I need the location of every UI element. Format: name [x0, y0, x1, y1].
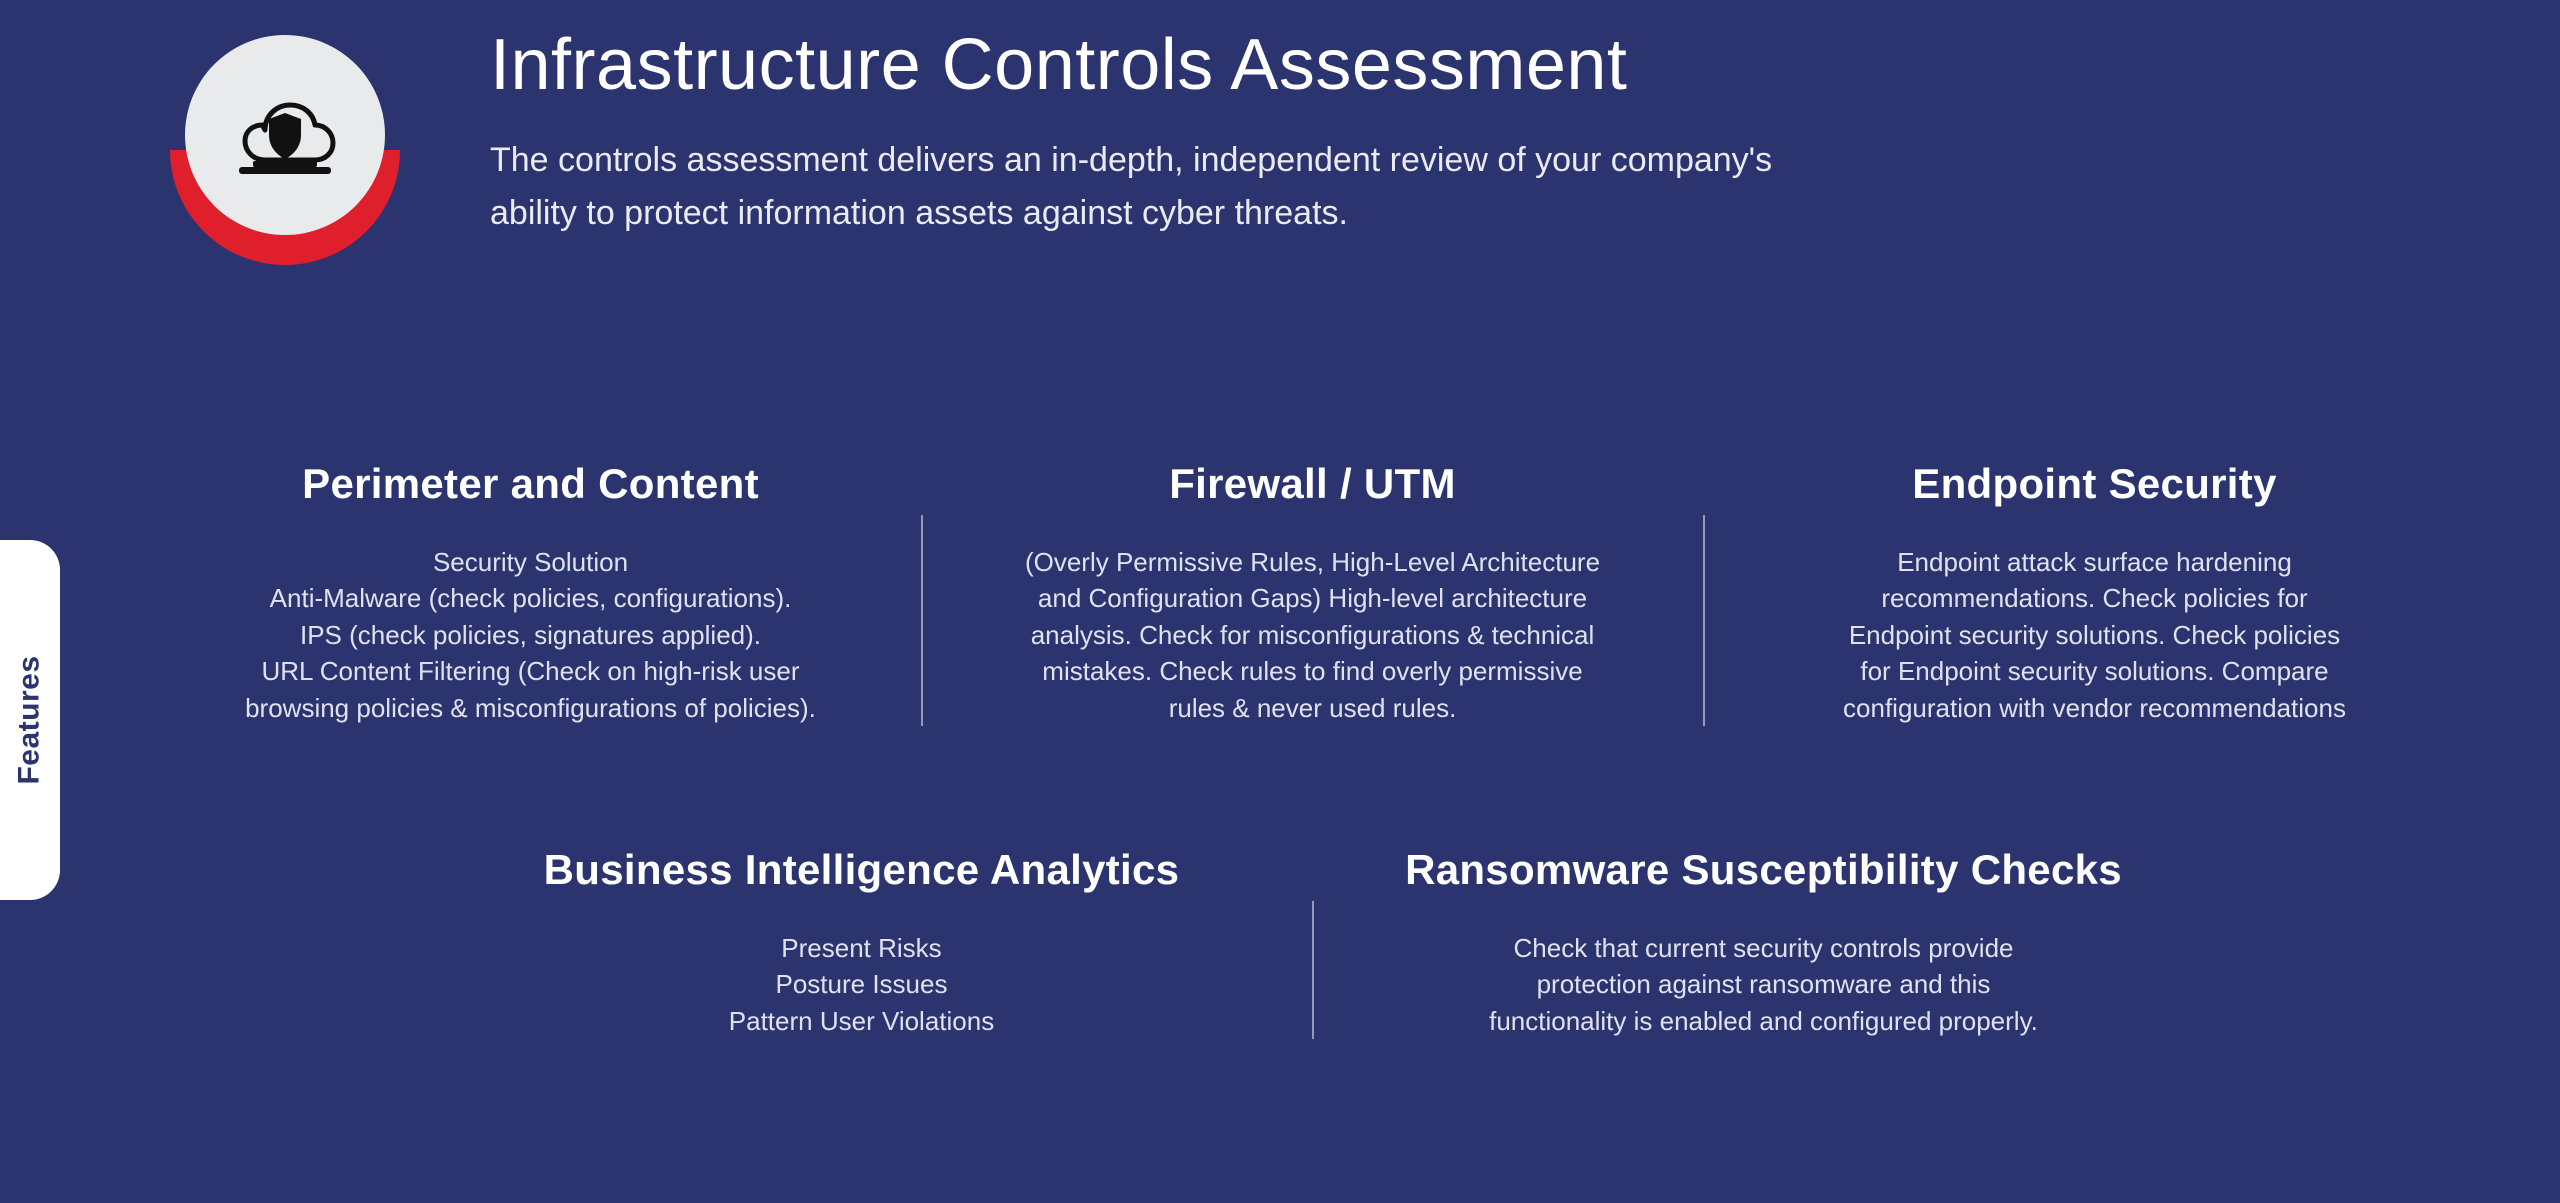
feature-business-intelligence: Business Intelligence Analytics Present … — [412, 846, 1312, 1039]
hero-icon-wrap — [165, 30, 405, 290]
feature-perimeter-and-content: Perimeter and Content Security Solution … — [141, 460, 921, 726]
feature-title: Business Intelligence Analytics — [452, 846, 1272, 894]
feature-title: Firewall / UTM — [963, 460, 1663, 508]
side-tab-features[interactable]: Features — [0, 540, 60, 900]
hero-text: Infrastructure Controls Assessment The c… — [490, 30, 1790, 239]
feature-title: Ransomware Susceptibility Checks — [1354, 846, 2174, 894]
hero: Infrastructure Controls Assessment The c… — [165, 30, 1790, 290]
features-row-2: Business Intelligence Analytics Present … — [135, 846, 2490, 1039]
feature-body: (Overly Permissive Rules, High-Level Arc… — [963, 544, 1663, 726]
feature-ransomware-checks: Ransomware Susceptibility Checks Check t… — [1314, 846, 2214, 1039]
page-title: Infrastructure Controls Assessment — [490, 24, 1790, 106]
feature-firewall-utm: Firewall / UTM (Overly Permissive Rules,… — [923, 460, 1703, 726]
side-tab-label: Features — [13, 655, 47, 784]
hero-icon-circle — [185, 35, 385, 235]
feature-title: Endpoint Security — [1745, 460, 2445, 508]
feature-title: Perimeter and Content — [181, 460, 881, 508]
feature-endpoint-security: Endpoint Security Endpoint attack surfac… — [1705, 460, 2485, 726]
feature-body: Present Risks Posture Issues Pattern Use… — [452, 930, 1272, 1039]
feature-body: Security Solution Anti-Malware (check po… — [181, 544, 881, 726]
cloud-shield-laptop-icon — [225, 75, 345, 195]
page-subtitle: The controls assessment delivers an in-d… — [490, 134, 1790, 239]
features-grid: Perimeter and Content Security Solution … — [135, 460, 2490, 1039]
features-row-1: Perimeter and Content Security Solution … — [135, 460, 2490, 726]
feature-body: Endpoint attack surface hardening recomm… — [1745, 544, 2445, 726]
feature-body: Check that current security controls pro… — [1354, 930, 2174, 1039]
page: Features Infrastructure Contro — [0, 0, 2560, 1203]
